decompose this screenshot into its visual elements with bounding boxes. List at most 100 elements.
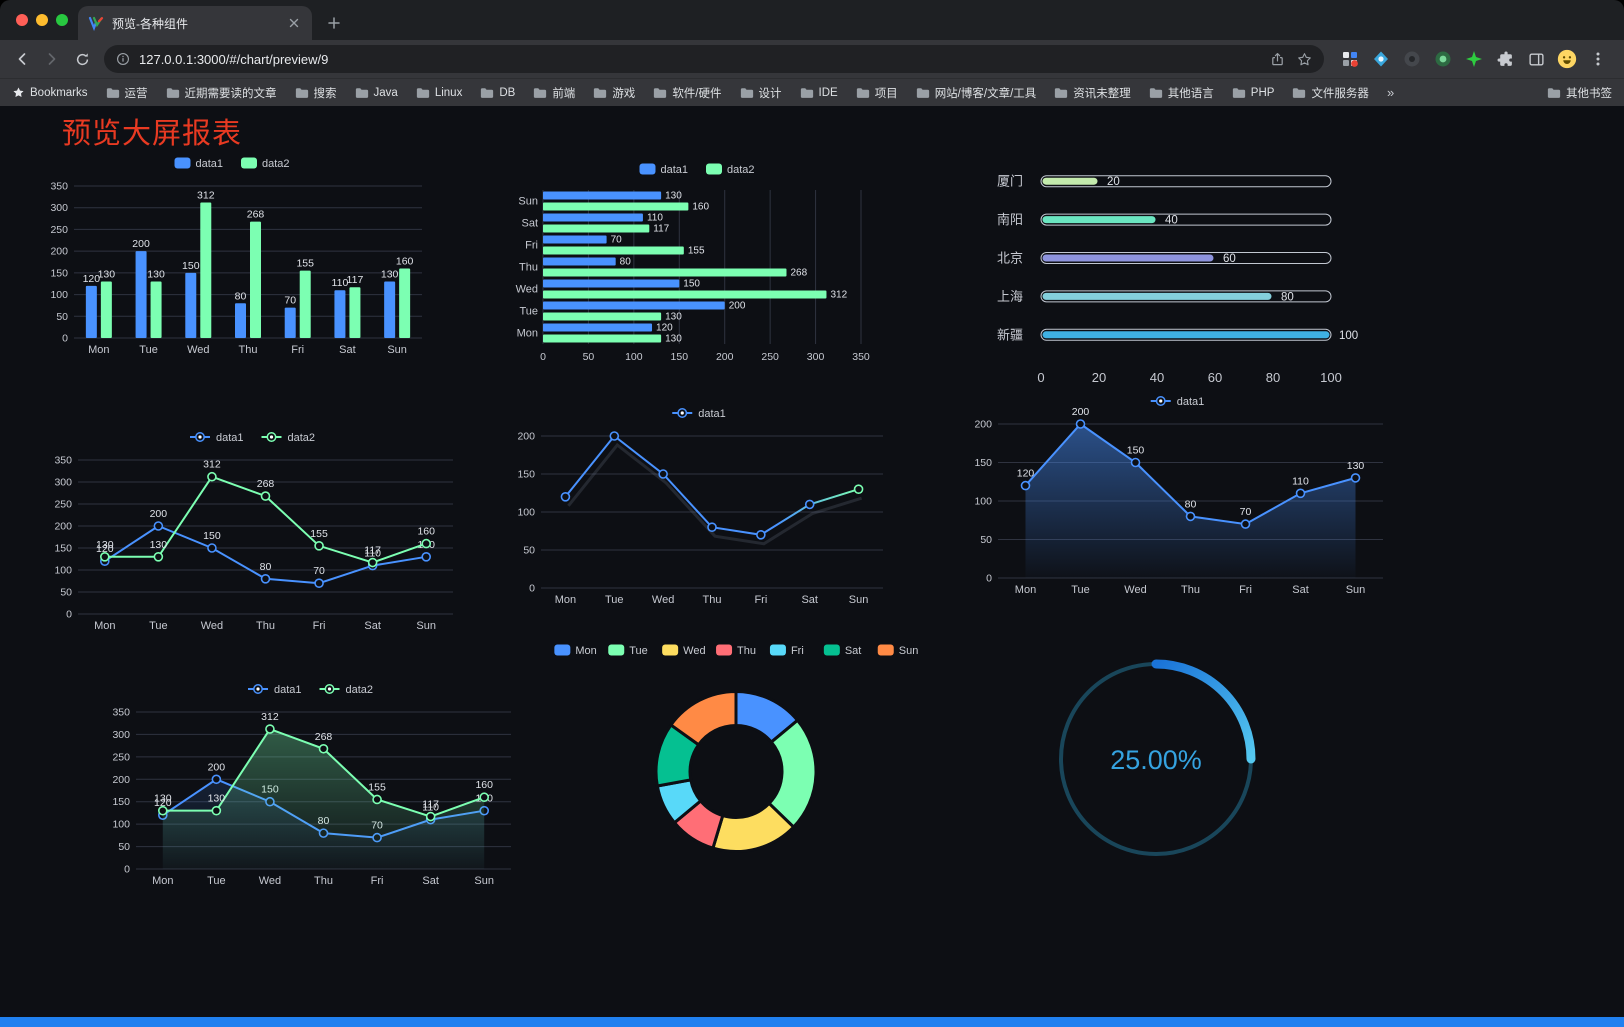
- svg-text:130: 130: [1347, 460, 1365, 472]
- chart-double-area[interactable]: data1 data2 0 50 100 150 200 250 300 350 Mon Tue Wed…: [100, 676, 525, 893]
- chart-single-line[interactable]: data1 0 50 100 150 200 Mon Tue Wed Thu Fri Sat Sun: [505, 400, 897, 612]
- svg-text:100: 100: [625, 351, 643, 363]
- svg-text:200: 200: [50, 246, 68, 258]
- bookmark-item[interactable]: PHP: [1232, 87, 1274, 99]
- svg-text:data1: data1: [698, 408, 726, 420]
- svg-text:110: 110: [364, 548, 381, 560]
- svg-text:120: 120: [656, 323, 673, 334]
- forward-button[interactable]: [38, 45, 66, 73]
- svg-text:150: 150: [974, 457, 992, 469]
- side-panel-icon[interactable]: [1526, 49, 1546, 69]
- chart-double-line[interactable]: data1 data2 0 50 100 150 200 250 300 350 Mon Tue Wed…: [42, 424, 467, 638]
- folder-icon: [1149, 87, 1163, 99]
- bookmarks-manager-item[interactable]: Bookmarks: [12, 86, 88, 99]
- svg-text:200: 200: [974, 419, 992, 431]
- svg-text:120: 120: [154, 797, 172, 809]
- bookmark-item[interactable]: 搜索: [295, 85, 337, 101]
- svg-text:Tue: Tue: [519, 306, 538, 318]
- bookmark-item[interactable]: Java: [355, 87, 398, 99]
- bookmark-item[interactable]: DB: [480, 87, 515, 99]
- bookmark-item[interactable]: IDE: [800, 87, 838, 99]
- svg-text:60: 60: [1223, 253, 1236, 265]
- bookmark-item[interactable]: 其他语言: [1149, 85, 1214, 101]
- back-button[interactable]: [8, 45, 36, 73]
- reload-button[interactable]: [68, 45, 96, 73]
- svg-text:上海: 上海: [997, 289, 1023, 304]
- svg-text:312: 312: [197, 190, 215, 202]
- svg-text:Thu: Thu: [519, 262, 538, 274]
- site-info-icon[interactable]: [116, 52, 130, 66]
- bookmark-item[interactable]: 资讯未整理: [1054, 85, 1131, 101]
- menu-dots-icon[interactable]: [1588, 49, 1608, 69]
- chart-donut-pie[interactable]: Mon Tue Wed Thu Fri Sat Sun: [552, 636, 920, 873]
- bookmarks-overflow-chevron[interactable]: »: [1386, 85, 1395, 100]
- close-window-button[interactable]: [16, 14, 28, 26]
- svg-text:Tue: Tue: [139, 344, 158, 356]
- svg-text:130: 130: [98, 269, 116, 281]
- svg-text:80: 80: [620, 257, 632, 268]
- svg-text:Sat: Sat: [521, 218, 538, 230]
- folder-icon: [416, 87, 430, 99]
- bookmark-item[interactable]: Linux: [416, 87, 462, 99]
- svg-text:Mon: Mon: [152, 875, 173, 887]
- svg-text:Fri: Fri: [371, 875, 384, 887]
- other-bookmarks-label: 其他书签: [1566, 87, 1612, 100]
- svg-text:70: 70: [1240, 506, 1252, 518]
- svg-text:100: 100: [50, 289, 68, 301]
- bookmark-item[interactable]: 软件/硬件: [653, 85, 722, 101]
- share-icon[interactable]: [1270, 52, 1285, 67]
- svg-text:data2: data2: [727, 164, 755, 176]
- folder-icon: [295, 87, 309, 99]
- svg-text:80: 80: [1185, 498, 1197, 510]
- browser-tab[interactable]: 预览-各种组件: [78, 6, 312, 40]
- bookmark-item[interactable]: 设计: [740, 85, 782, 101]
- svg-text:Mon: Mon: [555, 594, 576, 606]
- minimize-window-button[interactable]: [36, 14, 48, 26]
- chart-grouped-bar[interactable]: data1 data2 0 50 100 150 200 250 300 350 Mon 120 130…: [38, 150, 430, 362]
- svg-text:Sun: Sun: [899, 645, 919, 657]
- svg-text:Thu: Thu: [737, 645, 756, 657]
- svg-text:200: 200: [1072, 406, 1090, 418]
- svg-text:data1: data1: [661, 164, 689, 176]
- extension-dark-icon[interactable]: [1402, 49, 1422, 69]
- extensions-puzzle-icon[interactable]: [1495, 49, 1515, 69]
- chart-gauge-ring[interactable]: 25.00%: [1048, 646, 1264, 872]
- bookmark-item[interactable]: 文件服务器: [1292, 85, 1369, 101]
- bookmark-item[interactable]: 前端: [533, 85, 575, 101]
- zoom-window-button[interactable]: [56, 14, 68, 26]
- chart-capsule-bar[interactable]: 厦门 20 南阳 40 北京 60 上海 80 新疆 100 0 20 40 60 80 100: [995, 158, 1365, 390]
- address-bar[interactable]: 127.0.0.1:3000/#/chart/preview/9: [104, 45, 1324, 73]
- other-bookmarks-item[interactable]: 其他书签: [1547, 85, 1612, 101]
- extension-green-star-icon[interactable]: [1464, 49, 1484, 69]
- bookmark-item[interactable]: 网站/博客/文章/工具: [916, 85, 1036, 101]
- extension-green-circle-icon[interactable]: [1433, 49, 1453, 69]
- svg-text:312: 312: [830, 290, 847, 301]
- chart-horizontal-bar[interactable]: data1 data2 0 50 100 150 200 250 300 350 Mon 120 130…: [505, 156, 893, 368]
- svg-text:110: 110: [1292, 475, 1309, 487]
- svg-text:Mon: Mon: [1015, 584, 1036, 596]
- svg-text:Mon: Mon: [575, 645, 596, 657]
- bookmark-item[interactable]: 项目: [856, 85, 898, 101]
- bookmark-star-icon[interactable]: [1297, 52, 1312, 67]
- svg-text:268: 268: [257, 478, 275, 490]
- profile-avatar[interactable]: [1557, 49, 1577, 69]
- svg-text:117: 117: [347, 274, 364, 286]
- extension-grid-icon[interactable]: [1340, 49, 1360, 69]
- tab-close-icon[interactable]: [286, 15, 302, 31]
- svg-text:50: 50: [118, 841, 130, 853]
- bookmark-item[interactable]: 游戏: [593, 85, 635, 101]
- chart-area-line[interactable]: data1 0 50 100 150 200 Mon Tue Wed Thu Fri Sat Sun 12…: [962, 388, 1397, 602]
- bookmarks-label: Bookmarks: [30, 86, 88, 99]
- bookmark-item[interactable]: 运营: [106, 85, 148, 101]
- svg-text:130: 130: [208, 793, 226, 805]
- new-tab-button[interactable]: [320, 9, 348, 37]
- svg-text:Sun: Sun: [416, 620, 436, 632]
- svg-text:新疆: 新疆: [997, 327, 1023, 342]
- svg-text:Mon: Mon: [94, 620, 115, 632]
- svg-text:120: 120: [83, 273, 101, 285]
- svg-text:150: 150: [683, 279, 700, 290]
- svg-text:312: 312: [203, 459, 221, 471]
- bookmark-item[interactable]: 近期需要读的文章: [166, 85, 277, 101]
- extension-blue-icon[interactable]: [1371, 49, 1391, 69]
